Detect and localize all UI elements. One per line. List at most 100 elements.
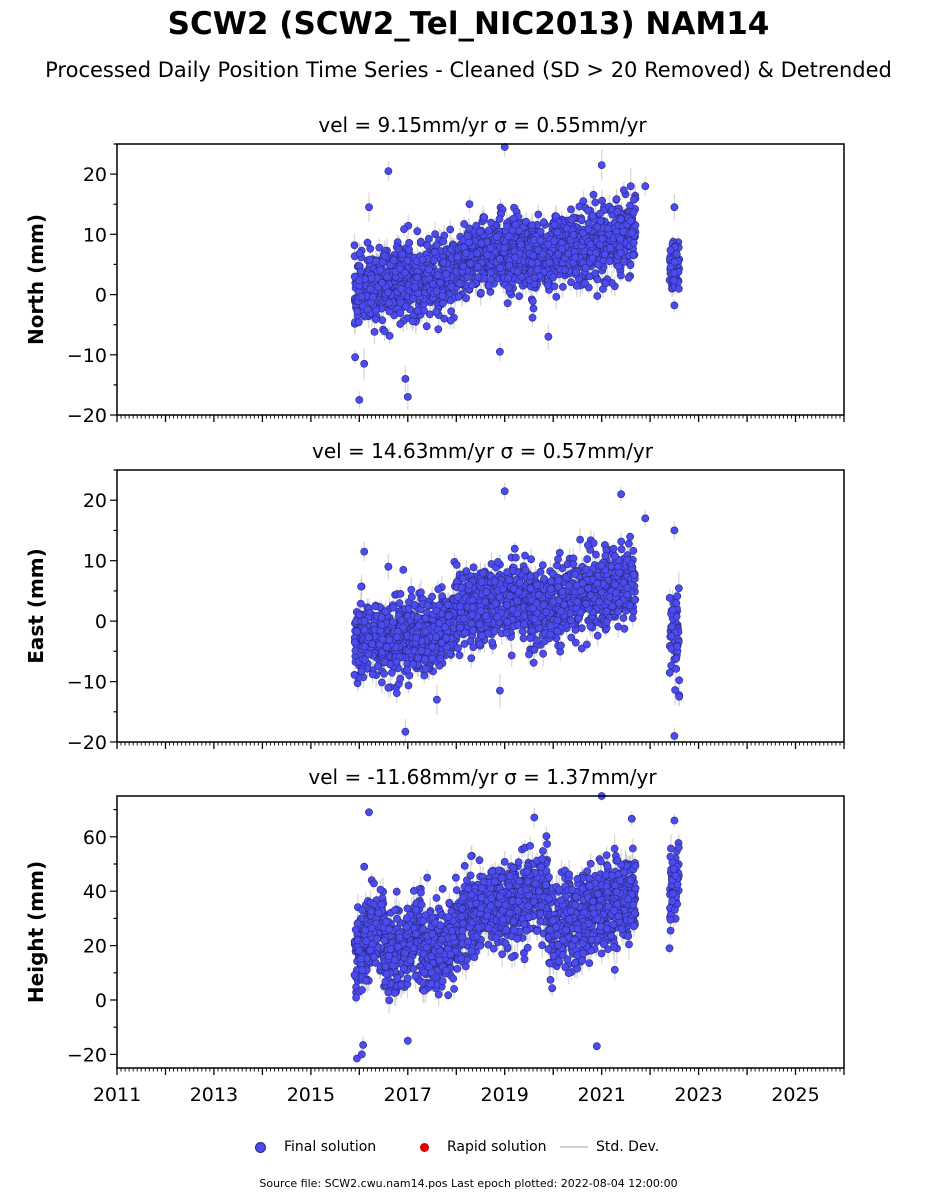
data-point <box>384 288 392 297</box>
data-point <box>462 249 470 258</box>
data-point <box>517 240 525 249</box>
data-point <box>577 216 586 225</box>
data-point <box>420 306 428 315</box>
data-point <box>463 232 472 240</box>
data-point <box>571 253 580 262</box>
data-point <box>477 239 486 248</box>
data-point <box>603 224 612 233</box>
data-point <box>513 267 522 276</box>
data-point <box>588 211 597 220</box>
data-point <box>626 182 635 191</box>
data-point <box>413 273 422 282</box>
data-point <box>539 218 548 227</box>
data-point <box>432 307 441 316</box>
data-point <box>486 244 495 253</box>
y-ticks <box>110 143 117 416</box>
data-point <box>463 273 472 282</box>
data-point <box>544 281 552 290</box>
data-point <box>371 315 380 324</box>
data-point <box>424 234 433 243</box>
data-point <box>600 250 609 259</box>
data-point <box>370 327 379 336</box>
data-point <box>492 233 501 241</box>
data-point <box>442 269 451 278</box>
data-point <box>384 167 393 175</box>
data-point <box>446 316 455 325</box>
data-point <box>511 253 520 262</box>
y-axis-label: North (mm) <box>24 214 48 345</box>
data-point <box>453 253 462 262</box>
data-point <box>357 292 366 301</box>
data-point <box>462 294 470 303</box>
data-point <box>360 359 369 368</box>
data-point <box>567 205 575 214</box>
data-point <box>428 280 437 288</box>
data-point <box>584 225 593 234</box>
data-point <box>567 278 575 287</box>
data-point <box>529 251 537 260</box>
time-series-plots: −20 −10 0 10 20 vel = 9.15mm/yr σ = 0.55mm/yr… <box>24 113 845 1106</box>
data-point <box>558 244 566 253</box>
data-point <box>367 274 376 283</box>
data-point <box>414 289 423 298</box>
data-point <box>495 347 504 356</box>
data-point <box>353 307 362 316</box>
data-point <box>530 236 538 244</box>
data-point <box>430 248 439 256</box>
data-points <box>350 143 684 404</box>
data-point <box>538 250 547 258</box>
data-point <box>515 292 524 300</box>
data-point <box>504 283 513 292</box>
data-point <box>475 227 484 236</box>
data-point <box>619 186 628 194</box>
data-point <box>666 246 675 255</box>
data-point <box>396 298 405 307</box>
data-point <box>672 250 681 258</box>
data-point <box>581 279 589 288</box>
data-point <box>385 331 394 340</box>
data-point <box>446 225 455 234</box>
data-point <box>408 317 417 326</box>
data-point <box>601 279 610 288</box>
data-point <box>400 225 408 233</box>
data-point <box>365 203 373 212</box>
data-point <box>384 299 393 307</box>
data-point <box>372 306 380 315</box>
data-point <box>598 196 606 205</box>
data-point <box>588 254 597 263</box>
data-point <box>405 245 413 254</box>
data-point <box>670 203 679 212</box>
data-point <box>434 325 443 334</box>
data-point <box>670 257 679 266</box>
data-point <box>528 313 537 322</box>
data-point <box>480 213 489 222</box>
data-point <box>670 276 678 285</box>
data-point <box>439 237 448 246</box>
data-point <box>405 238 414 247</box>
data-point <box>351 353 359 362</box>
data-point <box>431 230 439 238</box>
data-point <box>403 392 412 401</box>
data-point <box>396 309 405 318</box>
data-point <box>366 244 375 253</box>
x-ticks <box>116 415 845 422</box>
panel-title: vel = 9.15mm/yr σ = 0.55mm/yr <box>318 113 647 137</box>
data-point <box>432 287 441 296</box>
data-point <box>436 278 445 287</box>
data-point <box>389 256 398 265</box>
data-point <box>629 238 638 247</box>
data-point <box>605 257 614 266</box>
data-point <box>378 278 386 287</box>
data-point <box>369 292 377 301</box>
data-point <box>396 320 405 328</box>
data-point <box>503 299 512 308</box>
y-tick-label: 0 <box>95 285 107 307</box>
data-point <box>527 259 536 267</box>
data-point <box>460 220 468 228</box>
data-point <box>528 221 536 230</box>
data-point <box>474 262 482 271</box>
data-point <box>486 268 495 277</box>
data-point <box>350 241 359 250</box>
data-point <box>629 208 638 217</box>
data-point <box>528 297 537 306</box>
